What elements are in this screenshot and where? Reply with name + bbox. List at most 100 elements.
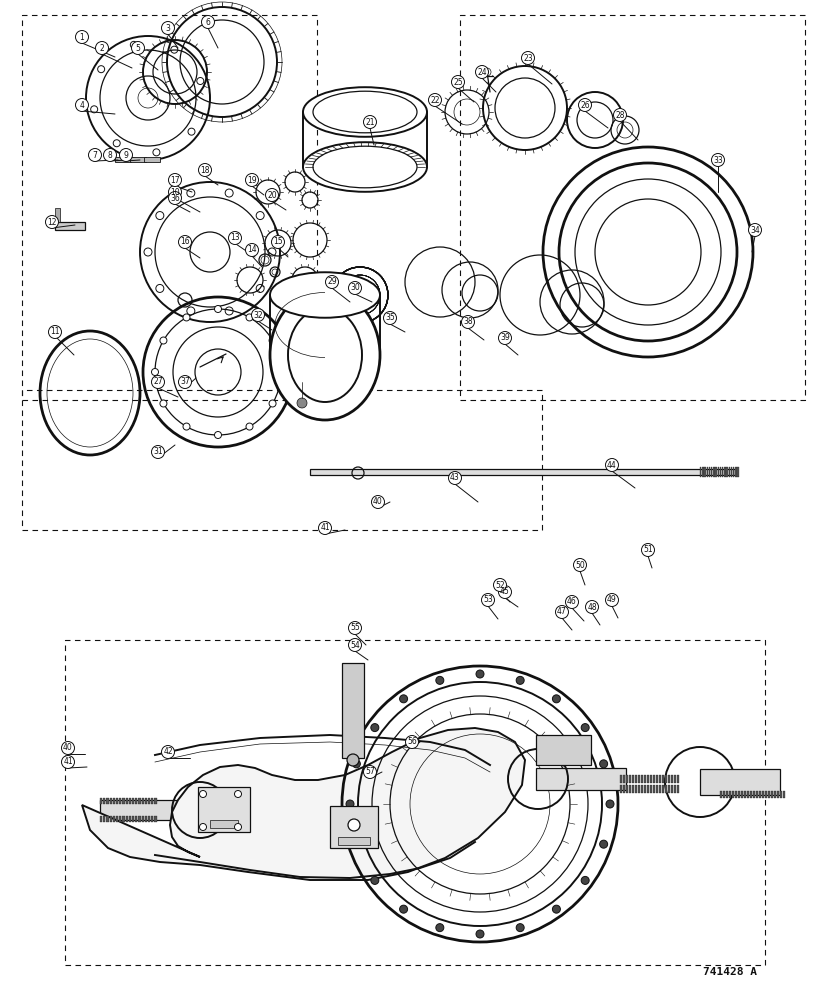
Bar — [135, 798, 138, 804]
Circle shape — [748, 224, 761, 237]
Bar — [132, 798, 134, 804]
Bar — [721, 467, 722, 477]
Circle shape — [296, 398, 306, 408]
Circle shape — [605, 800, 613, 808]
Circle shape — [75, 30, 88, 44]
Bar — [106, 798, 108, 804]
Bar — [706, 467, 708, 477]
Text: 34: 34 — [749, 226, 759, 235]
Circle shape — [156, 212, 164, 220]
Circle shape — [269, 400, 276, 407]
Text: 1: 1 — [79, 33, 84, 42]
Bar — [115, 816, 118, 822]
Text: 16: 16 — [180, 237, 189, 246]
Bar — [640, 775, 642, 783]
Circle shape — [604, 458, 618, 472]
Bar — [147, 816, 150, 822]
Ellipse shape — [269, 290, 379, 420]
Circle shape — [481, 593, 494, 606]
Bar — [767, 791, 769, 798]
Text: 33: 33 — [713, 156, 722, 165]
Circle shape — [197, 78, 204, 85]
Bar — [667, 785, 669, 793]
Circle shape — [498, 332, 511, 344]
Bar — [65, 640, 764, 965]
Bar — [103, 816, 106, 822]
Bar — [138, 798, 140, 804]
Bar — [147, 798, 150, 804]
Text: 28: 28 — [614, 111, 624, 120]
Bar — [664, 775, 667, 783]
Text: 14: 14 — [247, 245, 256, 254]
Bar — [743, 791, 745, 798]
Text: 57: 57 — [364, 768, 374, 776]
Circle shape — [246, 423, 253, 430]
Circle shape — [347, 819, 360, 831]
Circle shape — [120, 148, 133, 162]
Bar — [634, 785, 636, 793]
Text: 10: 10 — [170, 188, 179, 197]
Circle shape — [352, 760, 360, 768]
Bar — [646, 785, 649, 793]
Bar — [625, 785, 627, 793]
Circle shape — [363, 766, 376, 778]
Text: 36: 36 — [170, 194, 179, 203]
Circle shape — [188, 128, 195, 135]
Circle shape — [201, 15, 215, 29]
Bar — [717, 467, 718, 477]
Bar — [658, 775, 660, 783]
Circle shape — [179, 235, 192, 248]
Text: 13: 13 — [230, 233, 239, 242]
Circle shape — [577, 99, 590, 112]
Bar — [661, 775, 663, 783]
Circle shape — [168, 174, 181, 187]
Bar — [145, 816, 147, 822]
Bar — [628, 775, 631, 783]
Bar — [728, 791, 730, 798]
Ellipse shape — [303, 87, 427, 137]
Bar — [723, 467, 725, 477]
Bar — [634, 775, 636, 783]
Bar — [731, 791, 733, 798]
Circle shape — [521, 52, 534, 65]
Circle shape — [215, 306, 221, 312]
Circle shape — [168, 186, 181, 199]
Text: 52: 52 — [495, 580, 505, 589]
Text: 56: 56 — [406, 737, 416, 746]
Bar — [110, 816, 111, 822]
Text: 45: 45 — [500, 587, 509, 596]
Circle shape — [572, 558, 586, 572]
Bar — [652, 775, 654, 783]
Bar — [708, 467, 709, 477]
Text: 2: 2 — [99, 44, 104, 53]
Circle shape — [229, 232, 242, 244]
Circle shape — [160, 337, 167, 344]
Bar — [640, 785, 642, 793]
Text: 3: 3 — [165, 24, 170, 33]
Circle shape — [363, 115, 376, 129]
Bar — [779, 791, 781, 798]
Bar — [676, 785, 678, 793]
Bar — [661, 785, 663, 793]
Text: 53: 53 — [482, 595, 492, 604]
Circle shape — [348, 638, 361, 652]
Bar — [658, 785, 660, 793]
Bar — [652, 785, 654, 793]
Circle shape — [475, 66, 488, 79]
Bar — [129, 798, 131, 804]
Text: 47: 47 — [556, 607, 566, 616]
Text: 26: 26 — [580, 101, 589, 110]
Circle shape — [399, 905, 407, 913]
Bar — [699, 467, 700, 477]
Bar — [103, 798, 106, 804]
Circle shape — [613, 108, 626, 122]
Bar — [643, 785, 645, 793]
Text: 18: 18 — [200, 166, 210, 175]
Text: 38: 38 — [463, 318, 473, 326]
Circle shape — [383, 312, 396, 324]
Bar — [619, 785, 622, 793]
Circle shape — [161, 22, 174, 35]
Bar — [130, 157, 146, 162]
Circle shape — [271, 235, 284, 248]
Circle shape — [346, 800, 354, 808]
